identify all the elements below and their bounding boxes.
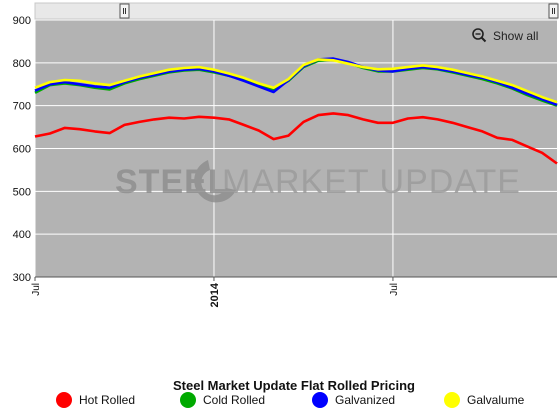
legend-marker [444, 392, 460, 408]
legend: Hot Rolled Cold Rolled Galvanized Galvalume [56, 392, 525, 408]
watermark-logo: STEEL MARKET UPDATE [115, 160, 521, 203]
legend-marker [56, 392, 72, 408]
y-tick-label: 900 [13, 15, 31, 27]
x-tick-label: Jul [31, 283, 42, 296]
y-tick-label: 600 [13, 144, 31, 156]
y-tick-label: 300 [13, 272, 31, 284]
x-axis: Jul 2014 Jul [31, 276, 557, 307]
zoom-out-icon [472, 28, 487, 43]
show-all-button[interactable]: Show all [468, 25, 548, 47]
legend-item-cold-rolled[interactable]: Cold Rolled [180, 392, 265, 408]
series-lines [34, 57, 558, 165]
watermark-text-light: MARKET UPDATE [222, 163, 521, 201]
range-handle-right[interactable] [548, 3, 559, 19]
legend-label: Galvalume [467, 393, 525, 407]
range-handle-left[interactable] [119, 3, 130, 19]
y-tick-label: 700 [13, 101, 31, 113]
legend-marker [312, 392, 328, 408]
y-tick-label: 500 [13, 186, 31, 198]
series-line-galvalume[interactable] [34, 58, 558, 104]
y-axis: 300 400 500 600 700 800 900 [13, 15, 31, 284]
legend-item-galvanized[interactable]: Galvanized [312, 392, 395, 408]
series-line-hot-rolled[interactable] [34, 112, 558, 165]
legend-item-hot-rolled[interactable]: Hot Rolled [56, 392, 135, 408]
x-tick-label: Jul [389, 283, 400, 296]
y-tick-label: 800 [13, 58, 31, 70]
legend-label: Hot Rolled [79, 393, 135, 407]
range-navigator[interactable] [34, 2, 558, 20]
legend-marker [180, 392, 196, 408]
legend-label: Cold Rolled [203, 393, 265, 407]
y-tick-label: 400 [13, 229, 31, 241]
legend-label: Galvanized [335, 393, 395, 407]
legend-item-galvalume[interactable]: Galvalume [444, 392, 525, 408]
chart-title: Steel Market Update Flat Rolled Pricing [173, 378, 415, 393]
x-tick-label: 2014 [209, 282, 221, 307]
grid-lines [34, 19, 557, 278]
show-all-label: Show all [493, 29, 538, 43]
watermark-swoosh-icon [194, 160, 236, 203]
